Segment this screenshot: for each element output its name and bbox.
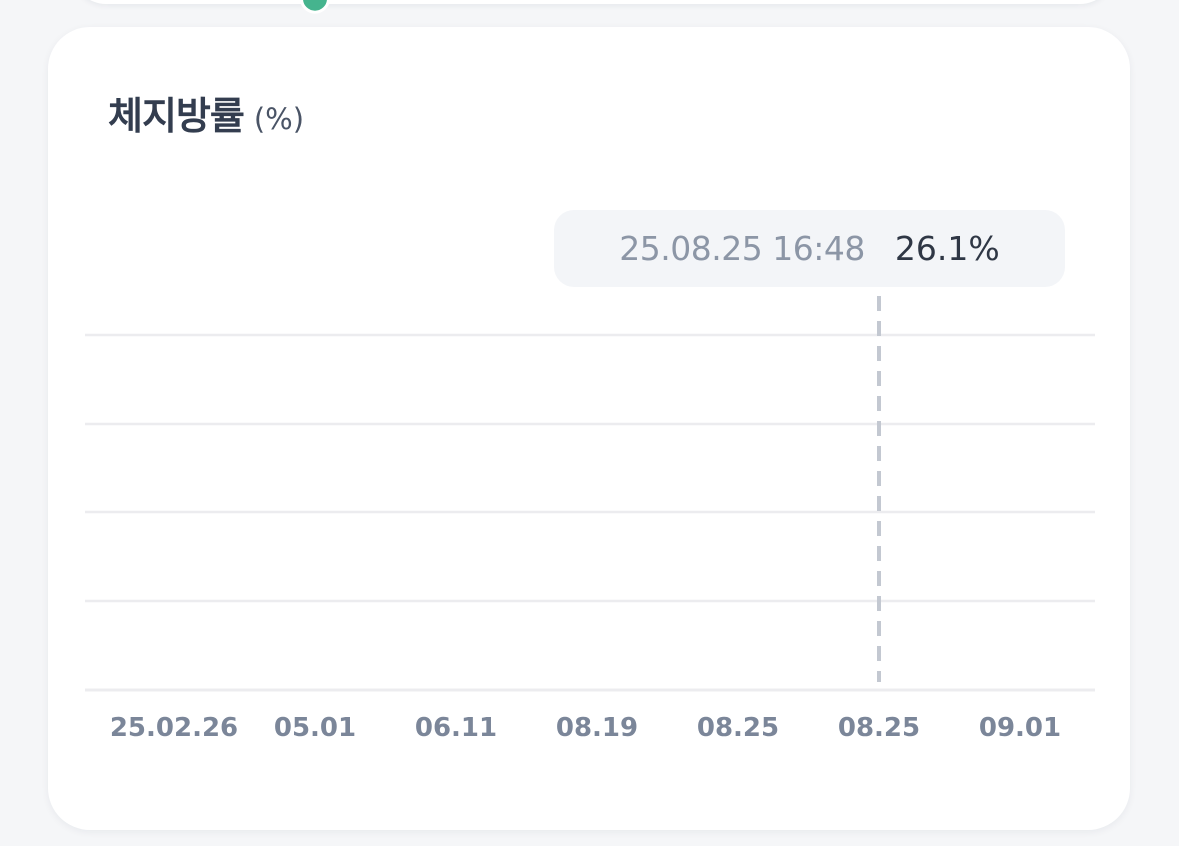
card-header: 체지방률 (%) bbox=[108, 85, 304, 140]
tooltip-timestamp: 25.08.25 16:48 bbox=[619, 229, 865, 268]
grid-lines bbox=[85, 333, 1095, 692]
card-title: 체지방률 bbox=[108, 94, 245, 138]
x-tick-label: 09.01 bbox=[979, 713, 1061, 743]
x-tick-label: 08.19 bbox=[556, 713, 638, 743]
x-tick-label: 08.25 bbox=[697, 713, 779, 743]
series-line-path bbox=[33, 0, 1020, 11]
series-line bbox=[33, 0, 1020, 11]
x-tick-label: 05.01 bbox=[274, 713, 356, 743]
x-tick-label: 08.25 bbox=[838, 713, 920, 743]
data-point[interactable] bbox=[300, 0, 330, 14]
selected-point-tooltip: 25.08.25 16:48 26.1% bbox=[554, 210, 1065, 287]
x-tick-label: 25.02.26 bbox=[110, 713, 238, 743]
tooltip-value: 26.1% bbox=[894, 229, 1000, 268]
x-axis-labels: 25.02.26 05.01 06.11 08.19 08.25 08.25 09.01 bbox=[110, 713, 1061, 743]
body-fat-card: 체지방률 (%) 25.08.25 16:48 26.1% bbox=[48, 27, 1130, 830]
card-unit: (%) bbox=[253, 102, 305, 136]
x-tick-label: 06.11 bbox=[415, 713, 497, 743]
previous-card bbox=[72, 0, 1114, 4]
data-points[interactable] bbox=[161, 0, 1034, 14]
